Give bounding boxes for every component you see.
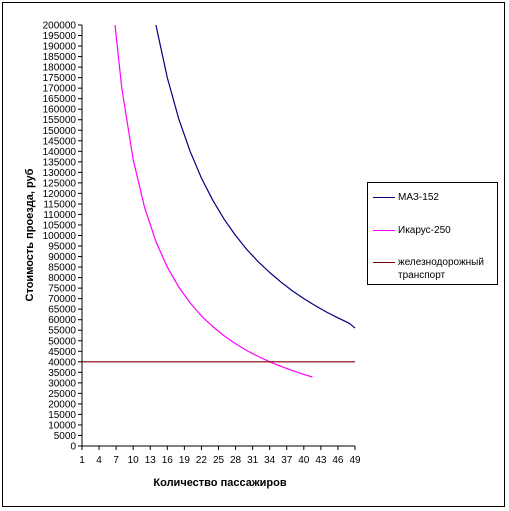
x-tick-label: 19 — [179, 455, 191, 466]
y-tick-label: 80000 — [48, 273, 76, 284]
x-axis-ticks: 1 4 7 10 13 16 19 22 25 28 31 34 37 40 43 46 49 — [79, 446, 361, 466]
y-tick-label: 45000 — [48, 347, 76, 358]
y-tick-label: 170000 — [43, 84, 77, 95]
x-tick-label: 46 — [332, 455, 344, 466]
legend-label-railway: железнодорожный транспорт — [398, 257, 484, 281]
y-tick-label: 65000 — [48, 305, 76, 316]
x-tick-label: 40 — [298, 455, 310, 466]
y-tick-label: 40000 — [48, 357, 76, 368]
x-tick-label: 49 — [349, 455, 361, 466]
y-tick-label: 200000 — [43, 21, 77, 32]
y-tick-label: 50000 — [48, 336, 76, 347]
x-tick-label: 16 — [162, 455, 174, 466]
legend-label-ikarus: Икарус-250 — [398, 225, 451, 236]
y-tick-label: 90000 — [48, 252, 76, 263]
y-tick-label: 125000 — [43, 178, 77, 189]
y-tick-label: 5000 — [54, 431, 77, 442]
x-tick-label: 31 — [247, 455, 259, 466]
x-tick-label: 13 — [145, 455, 157, 466]
x-tick-label: 10 — [128, 455, 140, 466]
y-tick-label: 35000 — [48, 368, 76, 379]
y-tick-label: 115000 — [43, 199, 76, 210]
y-tick-label: 55000 — [48, 326, 76, 337]
y-tick-label: 145000 — [43, 136, 77, 147]
y-tick-label: 0 — [70, 442, 76, 453]
legend-swatch-railway — [373, 262, 395, 263]
y-tick-label: 15000 — [48, 410, 76, 421]
x-tick-label: 37 — [281, 455, 293, 466]
x-tick-label: 43 — [315, 455, 327, 466]
legend-label-maz: МАЗ-152 — [398, 192, 439, 203]
x-tick-label: 28 — [230, 455, 242, 466]
y-tick-label: 130000 — [43, 168, 77, 179]
y-tick-label: 150000 — [43, 126, 77, 137]
y-tick-label: 160000 — [43, 105, 77, 116]
y-tick-label: 195000 — [43, 31, 77, 42]
series-group — [82, 24, 356, 378]
x-tick-label: 1 — [79, 455, 85, 466]
legend: МАЗ-152 Икарус-250 железнодорожный транс… — [367, 182, 498, 285]
y-tick-label: 30000 — [48, 378, 76, 389]
legend-swatch-maz — [373, 197, 395, 198]
y-axis-ticks: 0500010000150002000025000300003500040000… — [43, 21, 82, 453]
y-tick-label: 20000 — [48, 399, 76, 410]
y-tick-label: 155000 — [43, 115, 77, 126]
y-tick-label: 180000 — [43, 63, 77, 74]
y-tick-label: 190000 — [43, 42, 77, 53]
y-tick-label: 135000 — [43, 157, 77, 168]
y-tick-label: 60000 — [48, 315, 76, 326]
y-tick-label: 100000 — [43, 231, 77, 242]
y-tick-label: 185000 — [43, 52, 77, 63]
y-tick-label: 105000 — [43, 220, 77, 231]
x-tick-label: 7 — [113, 455, 119, 466]
y-tick-label: 70000 — [48, 294, 76, 305]
y-tick-label: 120000 — [43, 189, 77, 200]
y-tick-label: 175000 — [43, 73, 77, 84]
series-line-ikarus-250 — [114, 24, 313, 378]
y-tick-label: 85000 — [48, 263, 76, 274]
y-tick-label: 10000 — [48, 420, 76, 431]
y-tick-label: 25000 — [48, 389, 76, 400]
y-tick-label: 95000 — [48, 242, 76, 253]
x-axis-title: Количество пассажиров — [153, 477, 286, 489]
series-line-maz-152 — [155, 24, 356, 329]
x-tick-label: 34 — [264, 455, 276, 466]
y-tick-label: 140000 — [43, 147, 77, 158]
y-axis-title: Стоимость проезда, руб — [24, 168, 36, 301]
y-tick-label: 110000 — [43, 210, 76, 221]
x-tick-label: 22 — [196, 455, 208, 466]
legend-swatch-ikarus — [373, 230, 395, 231]
y-tick-label: 75000 — [48, 284, 76, 295]
y-tick-label: 165000 — [43, 94, 77, 105]
x-tick-label: 25 — [213, 455, 225, 466]
x-tick-label: 4 — [96, 455, 102, 466]
